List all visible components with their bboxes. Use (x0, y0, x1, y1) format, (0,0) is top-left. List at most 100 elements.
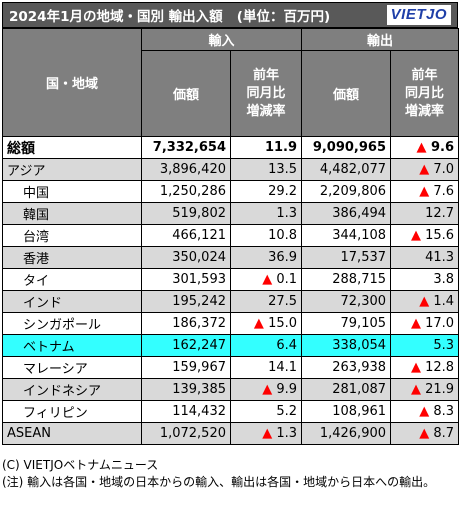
decrease-marker: ▲ (410, 316, 421, 331)
change-value: 0.1 (276, 272, 298, 287)
export-change: ▲ 7.0 (390, 158, 460, 181)
export-change: ▲ 9.6 (390, 136, 460, 159)
export-amount: 386,494 (301, 202, 392, 225)
export-change: 41.3 (390, 246, 460, 269)
change-value: 5.3 (433, 338, 455, 353)
table-row: シンガポール 186,372 ▲ 15.0 79,105 ▲ 17.0 (2, 312, 460, 335)
import-amount: 162,247 (141, 334, 231, 357)
export-change: 5.3 (390, 334, 460, 357)
import-change: ▲ 1.3 (229, 422, 303, 445)
header-yoy-line2: 同月比 (246, 85, 286, 101)
export-amount: 288,715 (301, 268, 392, 291)
export-amount: 4,482,077 (301, 158, 392, 181)
export-change: ▲ 8.3 (390, 400, 460, 423)
change-value: 7.6 (433, 184, 455, 199)
export-change: ▲ 7.6 (390, 180, 460, 203)
export-amount: 263,938 (301, 356, 392, 379)
export-amount: 9,090,965 (301, 136, 392, 159)
decrease-marker: ▲ (262, 426, 273, 441)
import-amount: 301,593 (141, 268, 231, 291)
region-name: アジア (2, 158, 142, 181)
import-amount: 139,385 (141, 378, 231, 401)
export-amount: 17,537 (301, 246, 392, 269)
decrease-marker: ▲ (410, 382, 421, 397)
import-amount: 1,250,286 (141, 180, 231, 203)
table-row: アジア 3,896,420 13.5 4,482,077 ▲ 7.0 (2, 158, 460, 181)
change-value: 12.8 (425, 360, 455, 375)
export-change: ▲ 15.6 (390, 224, 460, 247)
trade-table: 国・地域 輸入 輸出 価額 前年 同月比 増減率 価額 前年 同月比 増減率 (2, 28, 460, 445)
change-value: 8.3 (433, 404, 455, 419)
import-change: 5.2 (229, 400, 303, 423)
region-name: シンガポール (2, 312, 142, 335)
table-row: 総額 7,332,654 11.9 9,090,965 ▲ 9.6 (2, 136, 460, 159)
region-name: ベトナム (2, 334, 142, 357)
title-bar: 2024年1月の地域・国別 輸出入額 (単位：百万円) VIETJO (2, 2, 458, 28)
header-yoy-line1: 前年 (411, 67, 438, 83)
change-value: 15.6 (425, 228, 455, 243)
header-import: 輸入 (140, 28, 303, 51)
change-value: 1.3 (276, 426, 298, 441)
header-region: 国・地域 (2, 28, 142, 137)
export-amount: 79,105 (301, 312, 392, 335)
export-change: ▲ 21.9 (390, 378, 460, 401)
export-amount: 72,300 (301, 290, 392, 313)
header-export: 輸出 (301, 28, 460, 51)
change-value: 1.3 (276, 206, 298, 221)
change-value: 5.2 (276, 404, 298, 419)
table-row: ASEAN 1,072,520 ▲ 1.3 1,426,900 ▲ 8.7 (2, 422, 460, 445)
import-change: 1.3 (229, 202, 303, 225)
table-row: 中国 1,250,286 29.2 2,209,806 ▲ 7.6 (2, 180, 460, 203)
export-amount: 1,426,900 (301, 422, 392, 445)
header-export-amount: 価額 (301, 50, 392, 137)
change-value: 13.5 (268, 162, 298, 177)
import-change: ▲ 9.9 (229, 378, 303, 401)
header-yoy-line3: 増減率 (246, 103, 286, 119)
decrease-marker: ▲ (262, 272, 273, 287)
header-yoy-line2: 同月比 (405, 85, 445, 101)
import-change: ▲ 15.0 (229, 312, 303, 335)
region-name: ASEAN (2, 422, 142, 445)
table-row: 韓国 519,802 1.3 386,494 12.7 (2, 202, 460, 225)
decrease-marker: ▲ (416, 140, 427, 155)
import-amount: 1,072,520 (141, 422, 231, 445)
import-amount: 466,121 (141, 224, 231, 247)
decrease-marker: ▲ (419, 162, 430, 177)
change-value: 15.0 (268, 316, 298, 331)
change-value: 6.4 (276, 338, 298, 353)
import-amount: 195,242 (141, 290, 231, 313)
change-value: 1.4 (433, 294, 455, 309)
import-change: 10.8 (229, 224, 303, 247)
export-amount: 2,209,806 (301, 180, 392, 203)
region-name: インドネシア (2, 378, 142, 401)
import-change: 29.2 (229, 180, 303, 203)
table-row: インド 195,242 27.5 72,300 ▲ 1.4 (2, 290, 460, 313)
table-row: 香港 350,024 36.9 17,537 41.3 (2, 246, 460, 269)
import-change: 11.9 (229, 136, 303, 159)
change-value: 9.6 (431, 140, 455, 155)
export-change: 3.8 (390, 268, 460, 291)
decrease-marker: ▲ (410, 228, 421, 243)
region-name: インド (2, 290, 142, 313)
table-row: 台湾 466,121 10.8 344,108 ▲ 15.6 (2, 224, 460, 247)
credit-text: (C) VIETJOベトナムニュース (2, 458, 159, 472)
region-name: 中国 (2, 180, 142, 203)
change-value: 8.7 (433, 426, 455, 441)
decrease-marker: ▲ (419, 404, 430, 419)
export-amount: 281,087 (301, 378, 392, 401)
trade-table-container: 2024年1月の地域・国別 輸出入額 (単位：百万円) VIETJO 国・地域 … (2, 2, 460, 445)
export-amount: 338,054 (301, 334, 392, 357)
import-change: 6.4 (229, 334, 303, 357)
decrease-marker: ▲ (419, 184, 430, 199)
import-amount: 159,967 (141, 356, 231, 379)
import-change: 13.5 (229, 158, 303, 181)
change-value: 41.3 (425, 250, 455, 265)
region-name: 総額 (2, 136, 142, 159)
change-value: 29.2 (268, 184, 298, 199)
change-value: 11.9 (264, 140, 298, 155)
import-change: ▲ 0.1 (229, 268, 303, 291)
export-change: ▲ 8.7 (390, 422, 460, 445)
header-import-amount: 価額 (141, 50, 231, 137)
region-name: タイ (2, 268, 142, 291)
export-amount: 344,108 (301, 224, 392, 247)
